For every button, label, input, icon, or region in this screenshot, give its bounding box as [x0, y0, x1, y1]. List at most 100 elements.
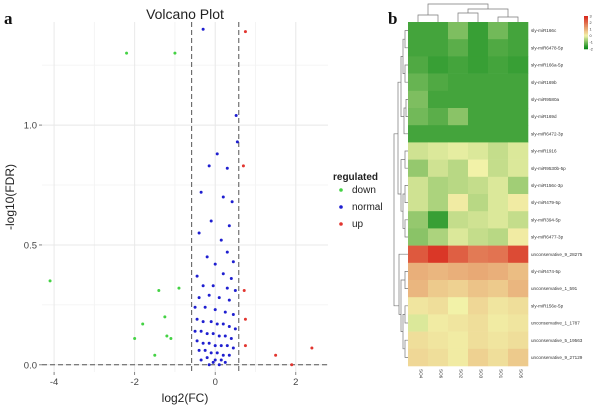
data-point-normal: [193, 305, 197, 309]
data-point-down: [153, 353, 157, 357]
dendrogram-branch: [400, 56, 404, 117]
heatmap-cell: [508, 73, 529, 92]
heatmap-cell: [468, 142, 489, 160]
heatmap-cell: [448, 73, 469, 92]
heatmap-cell: [488, 176, 509, 195]
heatmap-row-label: sly-miR156e-5p: [531, 303, 564, 308]
data-point-normal: [227, 224, 231, 228]
heatmap-cell: [488, 262, 509, 281]
heatmap-column-label: SO4: [419, 369, 424, 379]
legend-title: regulated: [333, 172, 378, 183]
data-point-normal: [201, 27, 205, 31]
heatmap-cell: [488, 22, 509, 40]
data-point-normal: [215, 152, 219, 156]
dendrogram-branch: [404, 219, 408, 238]
data-point-normal: [203, 348, 207, 352]
data-point-normal: [213, 262, 217, 266]
heatmap-cell: [508, 108, 529, 126]
heatmap-cell: [488, 159, 509, 178]
heatmap-cell: [508, 228, 529, 246]
heatmap-cell: [488, 142, 509, 160]
heatmap-row-label: unconservative_5_19563: [531, 338, 583, 343]
dendrogram-branch: [403, 107, 408, 135]
volcano-plot-background: [42, 22, 328, 372]
dendrogram-branch: [404, 64, 408, 83]
data-point-normal: [221, 195, 225, 199]
data-point-normal: [217, 296, 221, 300]
data-point-normal: [201, 341, 205, 345]
heatmap-cell: [488, 314, 509, 332]
heatmap-cell: [448, 228, 469, 246]
data-point-normal: [227, 298, 231, 302]
panel-a-letter: a: [4, 9, 13, 28]
color-scale-step: [584, 28, 588, 31]
heatmap-cell: [468, 211, 489, 229]
heatmap-row-label: sly-miR1916: [531, 149, 557, 154]
legend-label-down: down: [352, 185, 376, 196]
data-point-down: [48, 279, 52, 283]
heatmap-cell: [448, 297, 469, 315]
heatmap-cell: [468, 73, 489, 92]
data-point-normal: [229, 277, 233, 281]
y-tick-label: 0.5: [24, 240, 37, 251]
heatmap-cell: [468, 176, 489, 195]
data-point-down: [177, 286, 181, 290]
data-point-normal: [215, 351, 219, 355]
color-scale-step: [584, 32, 588, 35]
heatmap-cell: [508, 262, 529, 281]
color-scale-step: [584, 47, 588, 50]
heatmap-cell: [448, 159, 469, 178]
data-point-normal: [219, 238, 223, 242]
heatmap-cell: [408, 39, 429, 57]
heatmap-cell: [428, 125, 449, 143]
data-point-normal: [205, 356, 209, 360]
heatmap-cell: [408, 297, 429, 315]
data-point-up: [242, 288, 246, 292]
data-point-down: [157, 288, 161, 292]
color-scale-label: 1: [590, 28, 592, 32]
heatmap-cell: [448, 142, 469, 160]
color-scale-step: [584, 27, 588, 29]
heatmap-cell: [488, 331, 509, 350]
data-point-normal: [207, 341, 211, 345]
heatmap-row-label: sly-miR169d: [531, 114, 557, 119]
heatmap-cell: [408, 348, 429, 367]
heatmap-cell: [428, 314, 449, 332]
row-dendrogram: [393, 30, 408, 358]
heatmap-cell: [508, 245, 529, 264]
heatmap-cell: [408, 142, 429, 160]
heatmap-cell: [428, 348, 449, 367]
color-scale-step: [584, 43, 588, 46]
heatmap-cell: [508, 22, 529, 40]
data-point-normal: [231, 312, 235, 316]
heatmap-cell: [408, 159, 429, 178]
dendrogram-branch: [405, 99, 408, 117]
data-point-normal: [209, 219, 213, 223]
color-scale-step: [584, 39, 588, 42]
color-scale-step: [584, 44, 588, 47]
data-point-normal: [197, 231, 201, 235]
heatmap-cell: [408, 280, 429, 298]
data-point-normal: [207, 164, 211, 168]
data-point-normal: [213, 308, 217, 312]
color-scale-step: [584, 22, 588, 25]
data-point-normal: [225, 286, 229, 290]
legend-swatch-normal: [339, 205, 343, 209]
data-point-normal: [201, 320, 205, 324]
heatmap-cell: [408, 211, 429, 229]
heatmap-row-label: sly-miR166a-5p: [531, 63, 564, 68]
color-scale-step: [584, 38, 588, 40]
data-point-normal: [235, 140, 239, 144]
heatmap-cell: [488, 348, 509, 367]
heatmap-cell: [468, 22, 489, 40]
data-point-normal: [195, 339, 199, 343]
heatmap-cell: [468, 228, 489, 246]
heatmap-cell: [488, 39, 509, 57]
heatmap-cell: [428, 159, 449, 178]
heatmap-column-label: SO2: [459, 369, 464, 379]
data-point-normal: [223, 360, 227, 364]
heatmap-cell: [508, 211, 529, 229]
x-tick-label: -4: [50, 377, 58, 388]
heatmap-row-label: sly-miR9580a: [531, 97, 560, 102]
y-axis-title: -log10(FDR): [3, 164, 17, 230]
